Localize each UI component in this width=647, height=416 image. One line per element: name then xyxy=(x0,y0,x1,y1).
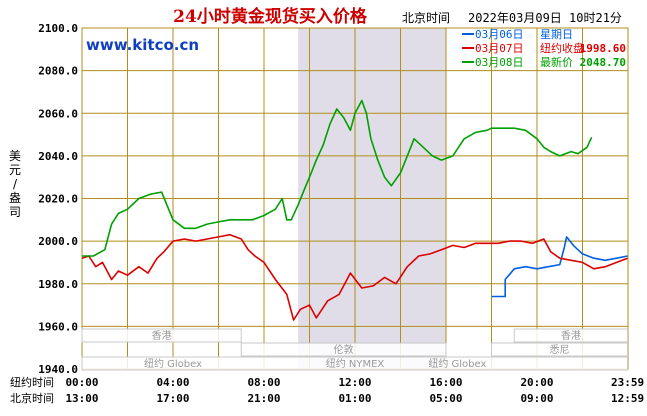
hongkong-session-label: 香港 xyxy=(152,330,172,342)
y-tick-label: 2000.0 xyxy=(38,235,78,248)
x-tick-ny: 08:00 xyxy=(247,376,280,389)
x-tick-bj: 01:00 xyxy=(338,392,371,405)
x-tick-bj: 13:00 xyxy=(65,392,98,405)
x-tick-ny: 12:00 xyxy=(338,376,371,389)
y-axis-label-char: 盎 xyxy=(9,191,21,205)
y-tick-label: 2080.0 xyxy=(38,65,78,78)
globex-track-band xyxy=(81,356,629,371)
chart-title: 24小时黄金现货买入价格 xyxy=(173,6,368,27)
price-series xyxy=(81,99,628,321)
y-tick-labels: 2100.0 2080.0 2060.0 2040.0 2020.0 2000.0 1980… xyxy=(38,22,78,376)
hongkong-session-band xyxy=(81,328,242,343)
x-tick-bj: 12:59 xyxy=(611,392,644,405)
datetime-label: 2022年03月09日 10时21分 xyxy=(468,11,622,25)
legend-label: 纽约收盘 xyxy=(540,41,584,55)
london-session-band xyxy=(240,342,447,357)
website-link[interactable]: www.kitco.cn xyxy=(86,36,199,54)
y-tick-label: 2100.0 xyxy=(38,22,78,35)
x-tick-bj: 05:00 xyxy=(429,392,462,405)
x-tick-bj: 17:00 xyxy=(156,392,189,405)
series-line-03月07日 xyxy=(81,233,628,321)
x-tick-bj: 09:00 xyxy=(520,392,553,405)
series-line-03月06日 xyxy=(491,236,628,298)
sydney-session-label: 悉尼 xyxy=(550,344,570,356)
x-tick-ny: 00:00 xyxy=(65,376,98,389)
legend-label: 星期日 xyxy=(540,28,573,41)
ny-time-row-label: 纽约时间 xyxy=(10,375,54,389)
series-line-03月08日 xyxy=(82,99,593,257)
ny-session-label: 纽约 Globex xyxy=(428,357,486,370)
sydney-session-band xyxy=(491,342,629,357)
legend-date: 03月06日 xyxy=(475,28,524,41)
y-tick-label: 1940.0 xyxy=(38,363,78,376)
ny-session-label: 纽约 Globex xyxy=(144,357,202,370)
ny-session-label: 纽约 NYMEX xyxy=(326,357,385,370)
y-axis-label-char: 司 xyxy=(9,205,21,219)
x-tick-ny: 16:00 xyxy=(429,376,462,389)
legend-date: 03月07日 xyxy=(475,42,524,55)
london-session-label: 伦敦 xyxy=(334,343,354,356)
y-tick-label: 2060.0 xyxy=(38,107,78,120)
legend-date: 03月08日 xyxy=(475,56,524,69)
y-tick-label: 1980.0 xyxy=(38,278,78,291)
hongkong-session-2-band xyxy=(513,328,629,343)
x-tick-ny: 04:00 xyxy=(156,376,189,389)
y-axis-label: 美元/盎司 xyxy=(9,149,21,219)
y-axis-label-char: 美 xyxy=(9,149,21,163)
grid-lines xyxy=(82,28,628,369)
y-axis-label-char: 元 xyxy=(9,163,21,177)
y-tick-label: 1960.0 xyxy=(38,320,78,333)
x-tick-ny: 23:59 xyxy=(611,376,644,389)
legend-value: 2048.70 xyxy=(580,56,626,69)
timezone-label: 北京时间 xyxy=(402,11,450,25)
legend-label: 最新价 xyxy=(540,55,573,69)
y-axis-label-char: / xyxy=(13,177,18,191)
x-tick-bj: 21:00 xyxy=(247,392,280,405)
hongkong-session-2-label: 香港 xyxy=(561,330,581,342)
legend-value: 1998.60 xyxy=(580,42,626,55)
bj-time-row-label: 北京时间 xyxy=(10,391,54,405)
y-tick-label: 2020.0 xyxy=(38,193,78,206)
x-tick-ny: 20:00 xyxy=(520,376,553,389)
y-tick-label: 2040.0 xyxy=(38,150,78,163)
